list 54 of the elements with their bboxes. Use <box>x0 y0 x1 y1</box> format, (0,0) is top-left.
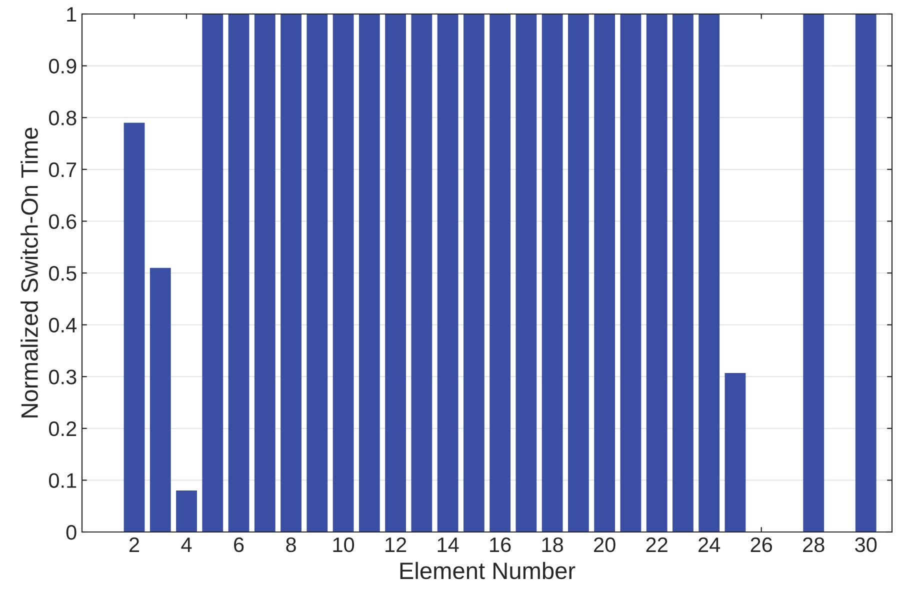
bar <box>620 14 642 532</box>
x-tick-label: 24 <box>698 537 720 552</box>
bar <box>594 14 616 532</box>
x-tick-label: 30 <box>855 537 877 552</box>
bar <box>672 14 694 532</box>
y-tick-label: 1 <box>67 7 76 22</box>
bar <box>306 14 328 532</box>
x-tick-label: 10 <box>333 537 354 552</box>
bar <box>202 14 224 532</box>
bar <box>855 14 876 532</box>
x-tick-label: 18 <box>542 537 564 552</box>
bar <box>724 372 746 532</box>
x-tick-label: 26 <box>750 537 772 552</box>
bar <box>490 14 511 532</box>
x-tick-label: 6 <box>234 537 244 552</box>
x-tick-label: 28 <box>803 537 824 552</box>
y-tick-label: 0.4 <box>48 318 77 333</box>
y-tick-label: 0.9 <box>48 58 76 74</box>
x-tick-label: 20 <box>594 537 616 552</box>
y-axis-title: Normalized Switch-On Time <box>20 128 38 418</box>
bar <box>803 14 824 532</box>
bar <box>698 14 720 532</box>
bar <box>568 14 589 532</box>
y-tick-label: 0.5 <box>48 266 76 281</box>
y-tick-label: 0.2 <box>48 421 76 436</box>
bar <box>411 14 432 532</box>
x-tick-label: 16 <box>490 537 511 552</box>
bar <box>332 14 354 532</box>
bar <box>542 14 563 532</box>
bar <box>228 14 250 532</box>
x-tick-label: 22 <box>646 537 668 552</box>
bar <box>463 14 484 532</box>
y-tick-label: 0.7 <box>48 162 76 178</box>
bar <box>385 14 406 532</box>
x-tick-label: 12 <box>386 537 406 552</box>
y-tick-label: 0.8 <box>48 110 76 126</box>
y-tick-label: 0.6 <box>48 214 76 229</box>
bar <box>176 490 197 532</box>
x-tick-label: 14 <box>438 538 459 552</box>
x-tick-label: 2 <box>130 537 140 552</box>
x-axis-title: Element Number <box>400 562 576 580</box>
bar <box>437 14 458 532</box>
x-tick-label: 4 <box>181 538 192 552</box>
bar <box>150 268 171 532</box>
y-tick-label: 0 <box>66 525 76 540</box>
bar <box>358 14 380 532</box>
bar <box>280 14 302 532</box>
bar <box>254 14 276 532</box>
y-tick-label: 0.3 <box>48 370 76 384</box>
x-tick-label: 8 <box>286 537 296 552</box>
bar <box>646 14 668 532</box>
bar <box>516 14 537 532</box>
bar <box>124 122 145 532</box>
y-tick-label: 0.1 <box>48 473 76 488</box>
